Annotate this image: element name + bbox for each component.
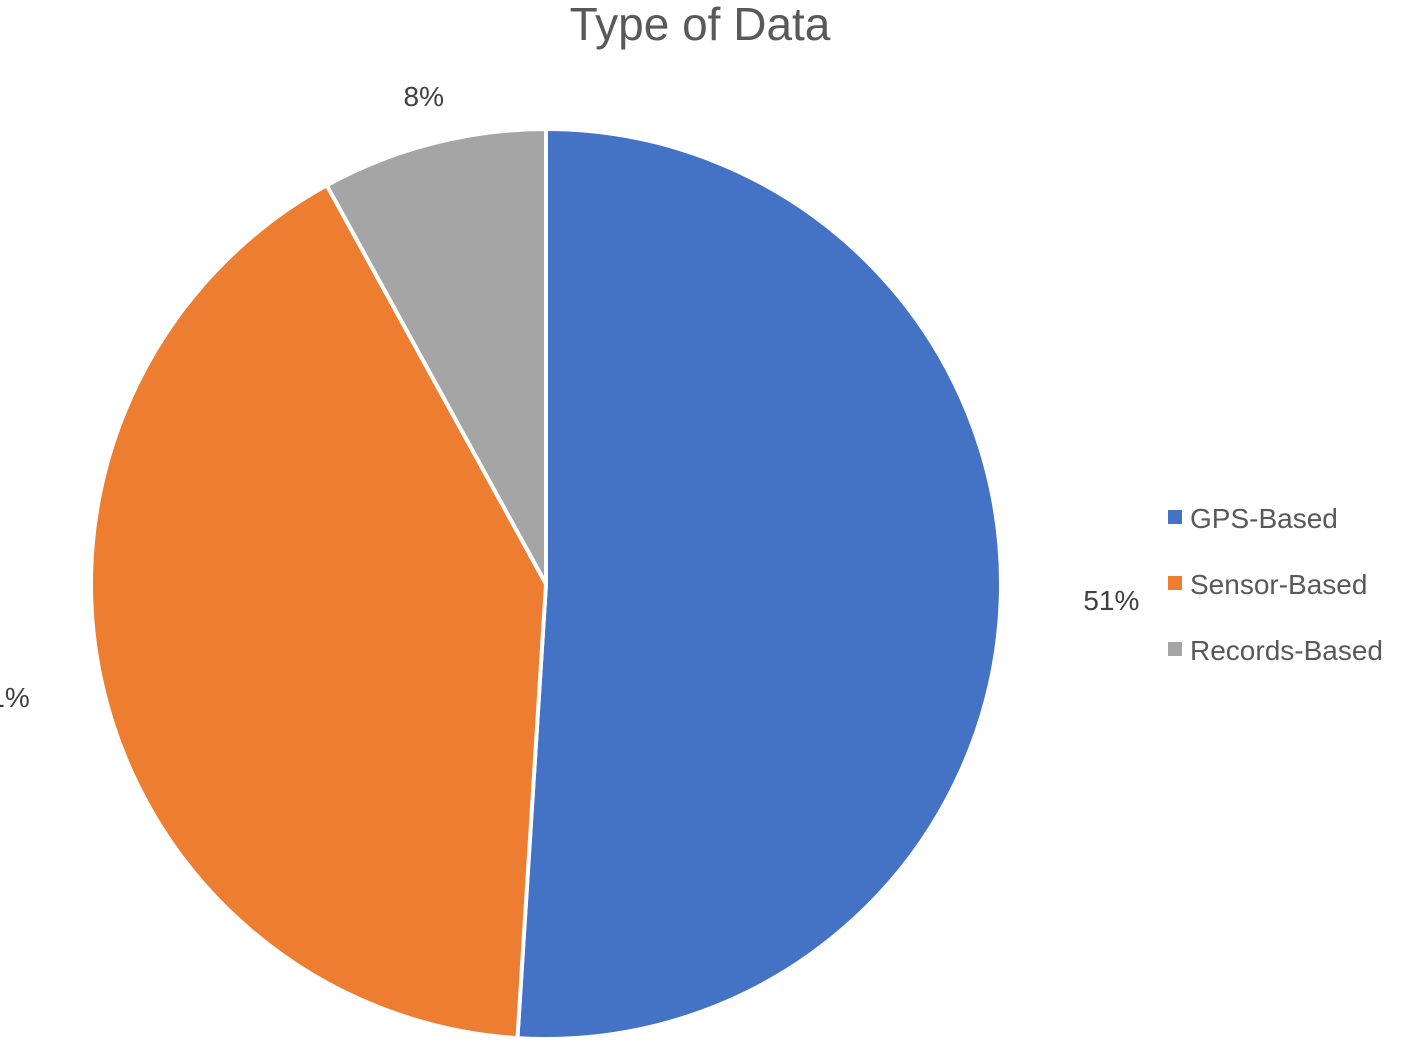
- pie-slice-sensor-based: [89, 183, 548, 1041]
- legend-swatch-records-based: [1168, 642, 1182, 656]
- legend-swatch-sensor-based: [1168, 576, 1182, 590]
- legend-swatch-gps-based: [1168, 510, 1182, 524]
- legend-label-records-based: Records-Based: [1190, 635, 1383, 666]
- data-label-gps-based: 51%: [1083, 585, 1139, 616]
- data-label-records-based: 8%: [404, 81, 444, 112]
- data-label-sensor-based: 41%: [0, 682, 30, 713]
- data-labels: 51% 41% 8%: [0, 81, 1139, 713]
- legend-label-sensor-based: Sensor-Based: [1190, 569, 1367, 600]
- legend-label-gps-based: GPS-Based: [1190, 503, 1338, 534]
- pie-slice-records-based: [324, 127, 548, 586]
- chart-title: Type of Data: [570, 0, 831, 50]
- pie-slices: [89, 127, 1004, 1041]
- pie-slice-gps-based: [515, 127, 1004, 1041]
- legend: GPS-Based Sensor-Based Records-Based: [1168, 503, 1383, 666]
